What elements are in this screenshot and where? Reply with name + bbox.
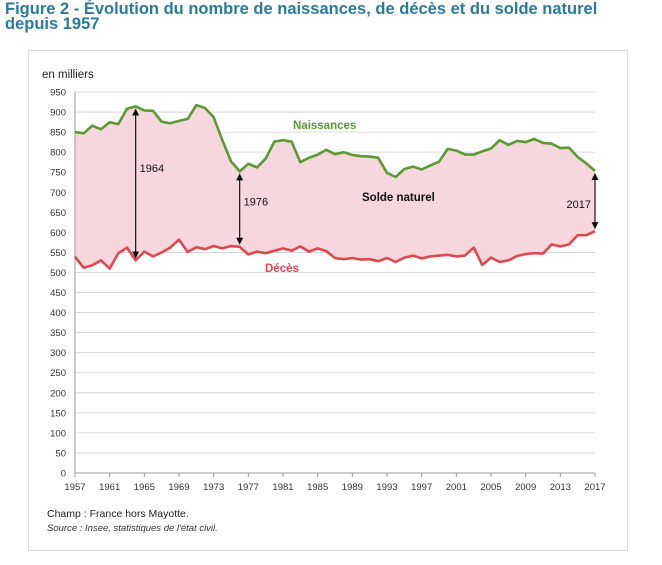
- solde-naturel-area: [75, 105, 595, 269]
- y-tick-label: 150: [50, 408, 66, 419]
- x-tick-label: 1997: [411, 482, 432, 493]
- y-tick-label: 900: [50, 108, 66, 119]
- annotation-label: 1976: [244, 197, 268, 209]
- y-tick-label: 200: [50, 388, 66, 399]
- x-tick-label: 1977: [238, 482, 259, 493]
- y-tick-label: 0: [61, 469, 66, 480]
- y-tick-label: 850: [50, 128, 66, 139]
- y-tick-label: 400: [50, 308, 66, 319]
- annotation-label: 1964: [140, 163, 164, 175]
- y-tick-label: 450: [50, 288, 66, 299]
- y-tick-label: 500: [50, 268, 66, 279]
- y-tick-label: 550: [50, 248, 66, 259]
- axes: [74, 92, 596, 477]
- y-tick-label: 600: [50, 228, 66, 239]
- naissances-label: Naissances: [293, 120, 356, 132]
- x-tick-label: 1969: [168, 482, 189, 493]
- x-tick-label: 2017: [584, 482, 605, 493]
- x-tick-label: 1973: [203, 482, 224, 493]
- annotation-label: 2017: [567, 199, 591, 211]
- y-tick-label: 750: [50, 168, 66, 179]
- source-note: Source : Insee, statistiques de l'état c…: [47, 523, 218, 534]
- arrow-head-up: [132, 108, 140, 116]
- y-tick-label: 300: [50, 348, 66, 359]
- annotation-2017: 2017: [567, 173, 599, 230]
- annotation-1964: 1964: [132, 108, 164, 259]
- x-tick-label: 1985: [307, 482, 328, 493]
- deces-line: [73, 230, 596, 270]
- y-tick-label: 100: [50, 428, 66, 439]
- solde-naturel-label: Solde naturel: [362, 192, 435, 204]
- y-tick-label: 800: [50, 148, 66, 159]
- x-tick-label: 1965: [134, 482, 155, 493]
- annotation-1976: 1976: [236, 173, 268, 245]
- arrow-head-up: [236, 173, 244, 181]
- y-tick-label: 700: [50, 188, 66, 199]
- x-tick-label: 1961: [99, 482, 120, 493]
- y-tick-label: 950: [50, 88, 66, 99]
- y-axis-label: en milliers: [42, 69, 94, 81]
- x-tick-label: 1993: [376, 482, 397, 493]
- figure-title: Figure 2 - Évolution du nombre de naissa…: [5, 0, 598, 33]
- x-tick-label: 1989: [342, 482, 363, 493]
- annotation-arrows: 1964 1976 2017: [132, 108, 599, 259]
- arrow-head-down: [132, 251, 140, 259]
- x-tick-label: 2005: [480, 482, 501, 493]
- y-tick-labels: 0 50 100 150 200 250 300 350 400 450 500 550 600 650 7…: [50, 88, 66, 480]
- x-tick-label: 2001: [446, 482, 467, 493]
- scope-note: Champ : France hors Mayotte.: [47, 508, 189, 520]
- arrow-head-up: [591, 173, 599, 181]
- y-tick-label: 250: [50, 368, 66, 379]
- arrow-head-down: [236, 237, 244, 245]
- x-tick-label: 2009: [515, 482, 536, 493]
- x-tick-label: 1981: [272, 482, 293, 493]
- x-tick-labels: 1957 1961 1965 1969 1973 1977 1981 1985 1989 1993…: [64, 482, 605, 493]
- y-tick-label: 50: [55, 448, 66, 459]
- x-tick-label: 2013: [550, 482, 571, 493]
- y-tick-label: 350: [50, 328, 66, 339]
- arrow-head-down: [591, 222, 599, 230]
- y-tick-label: 650: [50, 208, 66, 219]
- x-tick-label: 1957: [64, 482, 85, 493]
- deces-label: Décès: [265, 263, 299, 275]
- naissances-line: [74, 103, 596, 179]
